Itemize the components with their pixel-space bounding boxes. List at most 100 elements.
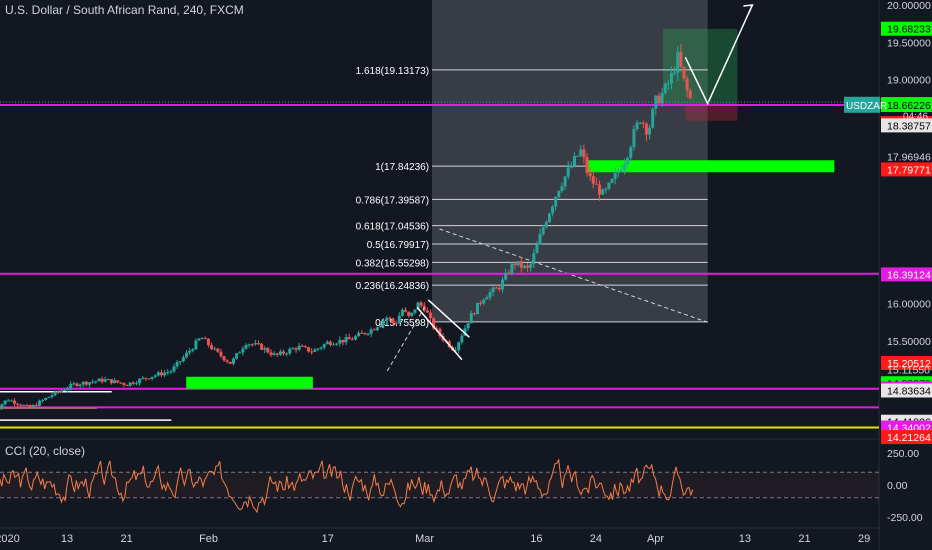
price-label-bg — [881, 355, 932, 370]
candle-body — [41, 400, 45, 402]
time-axis-label: 13 — [61, 533, 73, 545]
candle-body — [75, 383, 79, 387]
candle-body — [119, 382, 123, 384]
candle-body — [260, 343, 264, 350]
candle-body — [72, 383, 76, 385]
time-axis-label: 21 — [121, 533, 133, 545]
fib-level-label: 1(17.84236) — [375, 162, 429, 173]
candle-body — [404, 309, 408, 312]
price-label-bg — [881, 97, 932, 112]
candle-body — [310, 351, 314, 353]
candle-body — [59, 390, 63, 392]
candle-body — [410, 312, 414, 316]
candle-body — [685, 78, 689, 91]
candle-body — [494, 287, 498, 289]
fib-level-label: 0.382(16.55298) — [356, 258, 429, 269]
candle-body — [253, 343, 257, 345]
price-label-bg — [881, 267, 932, 282]
candle-body — [169, 371, 173, 373]
price-axis-label: 19.50000 — [887, 37, 931, 49]
candle-body — [510, 263, 514, 274]
symbol-tag: USDZAR — [846, 101, 887, 112]
candle-body — [138, 378, 142, 384]
candle-body — [103, 379, 107, 382]
candle-body — [560, 186, 564, 191]
time-axis-label: Mar — [415, 533, 434, 545]
candle-body — [629, 147, 633, 158]
candle-body — [263, 348, 267, 350]
candle-body — [150, 376, 154, 379]
candle-body — [488, 292, 492, 298]
candle-body — [566, 167, 570, 177]
candle-body — [166, 371, 170, 373]
candle-body — [294, 348, 298, 350]
price-label-bg — [881, 430, 932, 445]
cci-indicator-label: CCI (20, close) — [5, 444, 86, 458]
candle-body — [582, 149, 586, 158]
candle-body — [291, 348, 295, 350]
chart-title: U.S. Dollar / South African Rand, 240, F… — [5, 3, 244, 17]
candle-body — [94, 381, 98, 383]
candle-body — [134, 383, 138, 385]
candle-body — [375, 327, 379, 331]
candle-body — [194, 340, 198, 350]
candle-body — [673, 72, 677, 74]
candle-body — [63, 390, 67, 392]
time-axis-label: 29 — [858, 533, 870, 545]
candle-body — [81, 381, 85, 385]
trend-dashed — [386, 307, 426, 372]
candle-body — [382, 320, 386, 325]
candle-body — [97, 378, 101, 382]
candle-body — [572, 155, 576, 166]
candle-body — [106, 379, 110, 381]
candle-body — [497, 287, 501, 290]
candle-body — [316, 348, 320, 350]
candle-body — [335, 343, 339, 345]
candle-body — [363, 332, 367, 335]
candle-body — [244, 345, 248, 349]
candle-body — [472, 313, 476, 315]
candle-body — [200, 338, 204, 340]
candle-body — [353, 336, 357, 340]
candle-body — [626, 157, 630, 165]
candle-body — [185, 352, 189, 358]
candle-body — [532, 253, 536, 265]
candle-body — [9, 400, 13, 402]
cci-axis-label: 0.00 — [887, 480, 908, 492]
candle-body — [128, 382, 132, 386]
fib-level-label: 0(15.75598) — [375, 318, 429, 329]
candle-body — [366, 333, 370, 335]
symbol-tag-bg — [844, 96, 880, 113]
candle-body — [504, 272, 508, 280]
flag-line — [416, 306, 463, 361]
candle-body — [466, 323, 470, 329]
candle-body — [475, 302, 479, 315]
candle-body — [679, 51, 683, 67]
candle-body — [113, 380, 117, 384]
candle-body — [557, 190, 561, 197]
candle-body — [579, 149, 583, 156]
candle-body — [197, 338, 201, 341]
candle-body — [219, 351, 223, 357]
candle-body — [594, 183, 598, 185]
candle-body — [397, 315, 401, 324]
candle-body — [657, 95, 661, 104]
candle-body — [350, 339, 354, 341]
candle-body — [385, 317, 389, 321]
candle-body — [3, 400, 7, 405]
candle-body — [322, 344, 326, 348]
candle-body — [159, 372, 163, 376]
price-axis-label: 14.83634 — [887, 385, 931, 397]
fib-diagonal — [439, 228, 708, 323]
candle-body — [206, 338, 210, 346]
candle-body — [501, 279, 505, 290]
candle-body — [513, 263, 517, 266]
price-label-bg — [881, 21, 932, 36]
candle-body — [619, 169, 623, 172]
candle-body — [369, 329, 373, 334]
fib-level-label: 0.618(17.04536) — [356, 222, 429, 233]
cci-axis-label: 250.00 — [887, 448, 919, 460]
time-axis-label: 17 — [322, 533, 334, 545]
candle-body — [66, 388, 70, 391]
